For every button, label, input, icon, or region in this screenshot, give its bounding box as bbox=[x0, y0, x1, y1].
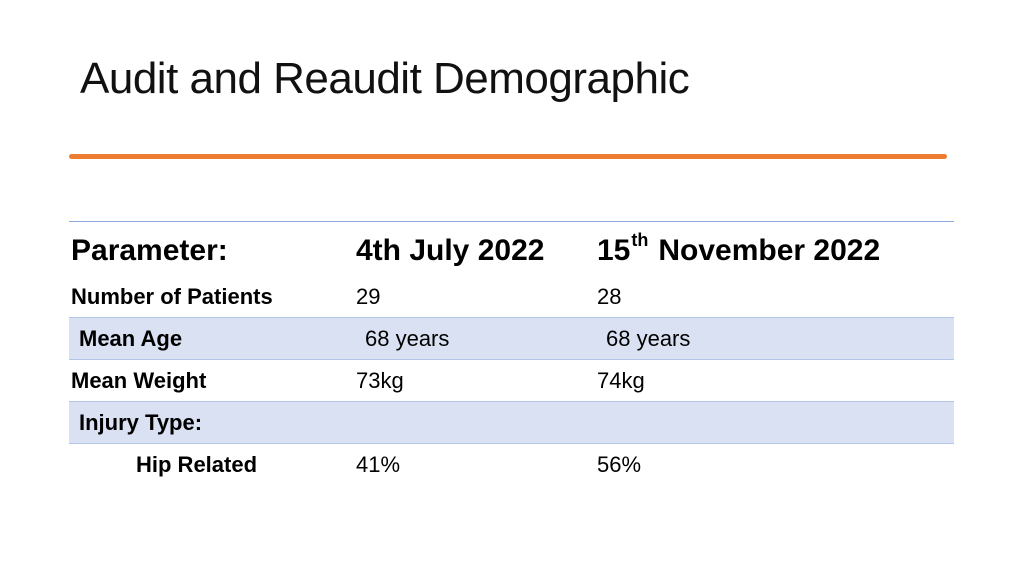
header-date-1: 4th July 2022 bbox=[356, 234, 545, 267]
row-label: Mean Weight bbox=[71, 367, 207, 393]
header-parameter: Parameter: bbox=[71, 234, 228, 267]
table-row: Mean Age 68 years 68 years bbox=[69, 318, 954, 360]
row-value-1: 73kg bbox=[356, 367, 404, 393]
row-label: Mean Age bbox=[79, 325, 183, 351]
row-value-2: 74kg bbox=[597, 367, 645, 393]
header-date-2-day: 15 bbox=[597, 234, 631, 267]
row-value-2: 68 years bbox=[606, 325, 691, 351]
row-label: Hip Related bbox=[136, 452, 258, 477]
table-row: Injury Type: bbox=[69, 402, 954, 444]
header-date-2-rest: November 2022 bbox=[658, 234, 881, 267]
row-label: Injury Type: bbox=[79, 409, 203, 435]
row-value-1: 68 years bbox=[365, 325, 450, 351]
row-value-2: 56% bbox=[597, 452, 642, 477]
table-row: Mean Weight 73kg 74kg bbox=[69, 360, 954, 402]
table-row: Hip Related 41% 56% bbox=[69, 444, 954, 486]
row-value-1: 41% bbox=[356, 452, 401, 477]
table-row: Number of Patients 29 28 bbox=[69, 276, 954, 318]
row-value-1: 29 bbox=[356, 283, 381, 309]
row-label: Number of Patients bbox=[71, 283, 273, 309]
slide-title: Audit and Reaudit Demographic bbox=[80, 54, 690, 103]
row-value-2: 28 bbox=[597, 283, 622, 309]
title-underline bbox=[69, 154, 947, 159]
header-date-2-suffix: th bbox=[631, 230, 649, 250]
